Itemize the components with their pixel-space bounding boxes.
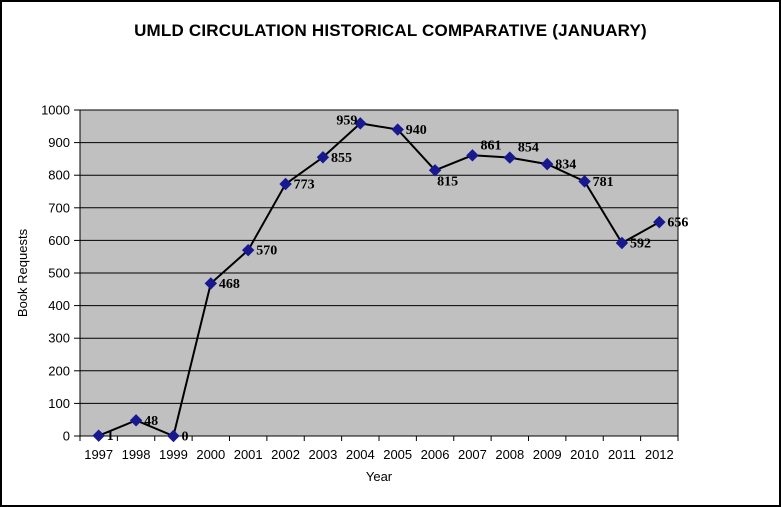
x-tick-label: 2003 — [308, 447, 337, 462]
data-point-marker — [466, 149, 479, 162]
x-tick-label: 2012 — [645, 447, 674, 462]
data-point-marker — [129, 414, 143, 427]
data-point-label: 834 — [555, 158, 576, 173]
x-tick-label: 2000 — [196, 447, 225, 462]
data-point-label: 854 — [518, 141, 539, 156]
y-tick-label: 100 — [48, 396, 70, 411]
plot-layer: 0 100 200 300 400 500 600 700 800 900 1000 1997 1998… — [41, 103, 688, 463]
x-tick-label: 1999 — [159, 447, 188, 462]
data-point-marker — [391, 123, 404, 136]
data-point-label: 1 — [107, 429, 114, 444]
y-tick-label: 300 — [48, 331, 70, 346]
x-tick-label: 2006 — [421, 447, 450, 462]
data-point-marker — [279, 177, 292, 191]
y-tick-label: 200 — [48, 363, 70, 378]
x-tick-label: 1997 — [84, 447, 113, 462]
data-point-marker — [92, 429, 105, 442]
y-tick-label: 400 — [48, 298, 70, 313]
x-tick-label: 2004 — [346, 447, 375, 462]
data-point-label: 781 — [593, 175, 614, 190]
data-point-label: 861 — [480, 138, 501, 153]
x-tick-label: 1998 — [122, 447, 151, 462]
data-point-marker — [428, 164, 442, 177]
data-point-label: 48 — [144, 414, 158, 429]
data-point-marker — [503, 151, 517, 164]
data-point-marker — [354, 117, 367, 130]
series-line — [98, 122, 660, 438]
data-point-label: 656 — [667, 216, 688, 231]
x-tick-label: 2002 — [271, 447, 300, 462]
data-point-label: 959 — [336, 113, 357, 128]
data-point-marker — [615, 236, 629, 250]
data-point-label: 855 — [331, 151, 352, 166]
data-point-label: 0 — [181, 430, 188, 445]
chart-title: UMLD CIRCULATION HISTORICAL COMPARATIVE … — [134, 21, 647, 40]
data-point-marker — [316, 151, 330, 164]
data-point-marker — [241, 243, 255, 257]
data-point-label: 815 — [437, 174, 458, 189]
y-tick-label: 700 — [48, 200, 70, 215]
y-tick-label: 800 — [48, 168, 70, 183]
data-point-label: 940 — [406, 123, 427, 138]
x-tick-label: 2007 — [458, 447, 487, 462]
data-point-marker — [167, 429, 180, 443]
x-tick-label: 2009 — [533, 447, 562, 462]
x-tick-label: 2008 — [495, 447, 524, 462]
x-axis-title: Year — [366, 469, 393, 484]
data-point-label: 773 — [294, 178, 315, 193]
x-tick-label: 2001 — [234, 447, 263, 462]
data-point-label: 570 — [256, 244, 277, 259]
y-axis-title: Book Requests — [15, 228, 30, 317]
data-point-label: 468 — [219, 277, 240, 292]
data-point-marker — [204, 277, 218, 290]
data-point-marker — [578, 175, 591, 188]
x-tick-label: 2010 — [570, 447, 599, 462]
y-tick-label: 0 — [63, 429, 70, 444]
y-tick-label: 1000 — [41, 103, 70, 118]
data-point-marker — [653, 215, 666, 229]
y-tick-label: 900 — [48, 135, 70, 150]
y-tick-label: 600 — [48, 233, 70, 248]
x-tick-label: 2011 — [608, 447, 636, 462]
data-point-label: 592 — [630, 237, 651, 252]
y-tick-label: 500 — [48, 266, 70, 281]
data-point-marker — [540, 157, 554, 171]
x-tick-label: 2005 — [383, 447, 412, 462]
